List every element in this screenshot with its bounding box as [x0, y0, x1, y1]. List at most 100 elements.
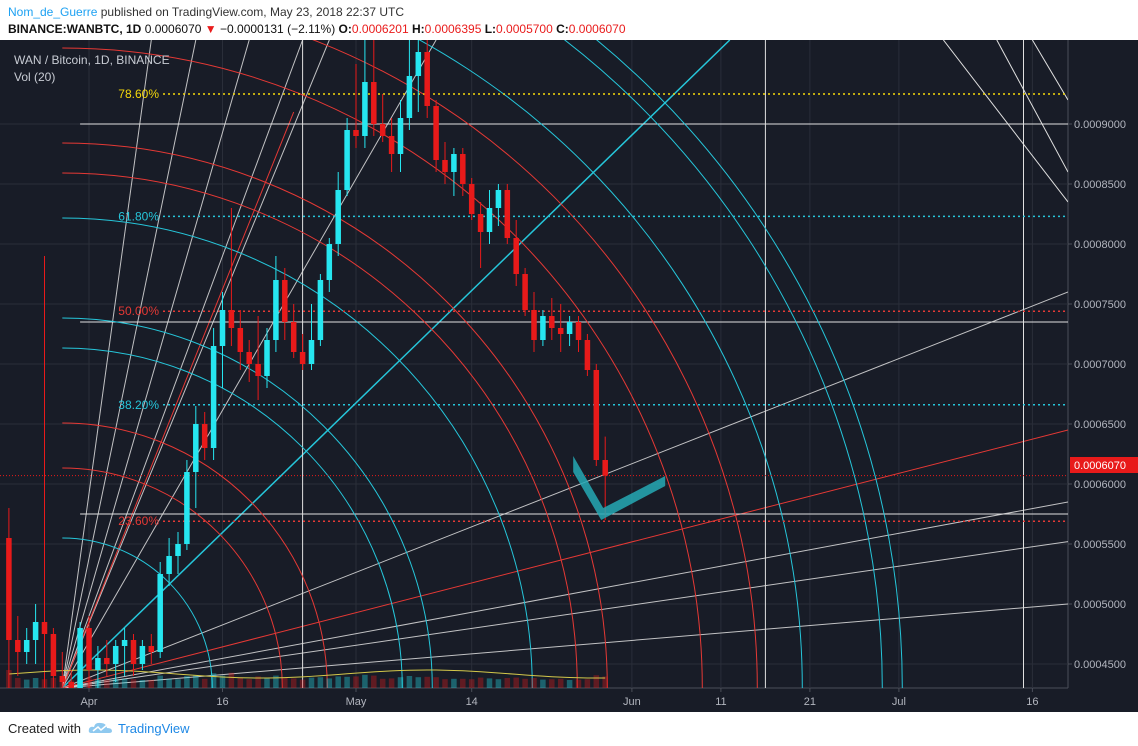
volume-bar [335, 676, 341, 688]
volume-bar [557, 678, 564, 688]
candle-body [50, 634, 57, 676]
gann-arc [62, 47, 703, 688]
candle-body [175, 544, 181, 556]
volume-bar [406, 676, 413, 688]
gann-arc [563, 40, 883, 688]
fan-line-cyan [61, 40, 731, 688]
candle-body [41, 622, 48, 634]
candle-body [130, 640, 137, 664]
gann-arc [62, 317, 433, 688]
volume-bar [433, 677, 439, 688]
volume-bar [41, 679, 48, 688]
price-tick-label: 0.0005000 [1074, 599, 1126, 611]
gann-arc [311, 40, 758, 688]
time-axis[interactable]: Apr 16 May 14 Jun 11 21 Jul 16 [80, 688, 1039, 708]
candle-body [397, 118, 404, 154]
candle-body [504, 190, 511, 238]
candle-body [442, 160, 448, 172]
price-tick-label: 0.0007000 [1074, 359, 1126, 371]
candle-body [540, 316, 546, 340]
volume-bar [531, 678, 537, 688]
fib-level-label: 61.80% [118, 209, 159, 223]
close-value: 0.0006070 [568, 22, 626, 36]
volume-bar [513, 677, 519, 688]
candle-body [584, 340, 591, 370]
candle-body [575, 322, 582, 340]
candle-body [326, 244, 333, 280]
volume-bar [23, 679, 30, 688]
volume-bar [584, 679, 591, 688]
candle-body [184, 472, 190, 544]
gann-arc [418, 40, 803, 688]
candle-body [112, 646, 119, 664]
fan-line-red [61, 111, 295, 688]
price-chart[interactable]: 78.60% 61.80% 50.00% 38.20% 23.60% 0.0009000… [0, 40, 1138, 712]
candles [6, 40, 608, 688]
fan-line [943, 40, 1068, 203]
gann-arc [62, 347, 403, 688]
volume-bar [451, 678, 457, 688]
volume-bar [415, 677, 422, 688]
volume-bar [308, 677, 315, 688]
candle-body [379, 124, 386, 136]
price-axis[interactable]: 0.0009000 0.0008500 0.0008000 0.0007500 0.00… [1068, 119, 1126, 671]
footer: Created with TradingView [0, 712, 1138, 746]
projection-arrow [573, 456, 666, 520]
time-tick-label: Jul [892, 696, 906, 708]
gann-arc [62, 422, 328, 688]
volume-bar [255, 676, 261, 688]
candle-body [468, 184, 475, 214]
published-text: published on TradingView.com, May 23, 20… [100, 5, 405, 19]
candle-body [255, 364, 261, 376]
current-price-label: 0.0006070 [1074, 460, 1126, 472]
volume-bar [566, 680, 573, 688]
axis-panel [1068, 40, 1138, 712]
candle-body [166, 556, 172, 574]
candle-body [495, 190, 502, 208]
time-tick-label: Jun [623, 696, 641, 708]
time-tick-label: 14 [466, 696, 478, 708]
volume-bar [326, 678, 333, 688]
symbol-label: BINANCE:WANBTC, 1D [8, 22, 142, 36]
author-link[interactable]: Nom_de_Guerre [8, 5, 98, 19]
candle-body [148, 646, 155, 652]
candle-body [32, 622, 39, 640]
volume-bar [299, 679, 306, 688]
candle-body [201, 424, 208, 448]
candle-body [335, 190, 341, 244]
price-tick-label: 0.0004500 [1074, 659, 1126, 671]
volume-bar [228, 672, 235, 688]
candle-body [210, 346, 217, 448]
fib-level-label: 23.60% [118, 514, 159, 528]
candle-body [344, 130, 350, 190]
volume-legend: Vol (20) [14, 70, 55, 84]
price-tick-label: 0.0006000 [1074, 479, 1126, 491]
fan-line-red [62, 429, 1068, 688]
candle-body [477, 214, 484, 232]
candle-body [68, 682, 74, 688]
candle-body [362, 82, 368, 136]
chart-header: Nom_de_Guerre published on TradingView.c… [0, 0, 1138, 40]
tradingview-link[interactable]: TradingView [118, 721, 190, 736]
volume-ma-line [8, 669, 606, 679]
high-label: H: [411, 22, 425, 36]
price-tick-label: 0.0005500 [1074, 539, 1126, 551]
volume-bar [148, 680, 155, 688]
price-tick-label: 0.0006500 [1074, 419, 1126, 431]
publish-line: Nom_de_Guerre published on TradingView.c… [8, 5, 404, 19]
volume-bar [112, 679, 119, 688]
volume-bar [184, 676, 190, 688]
price-tick-label: 0.0008500 [1074, 179, 1126, 191]
fan-line [62, 541, 1068, 688]
open-label: O: [338, 22, 352, 36]
low-label: L: [484, 22, 497, 36]
candle-body [593, 370, 600, 460]
fan-line [62, 603, 1068, 688]
candle-body [424, 52, 430, 106]
time-tick-label: Apr [80, 696, 97, 708]
candle-body [460, 154, 466, 184]
candle-body [104, 658, 110, 664]
volume-bar [575, 679, 582, 688]
symbol-legend: WAN / Bitcoin, 1D, BINANCE [14, 53, 170, 67]
volume-bar [246, 679, 252, 688]
